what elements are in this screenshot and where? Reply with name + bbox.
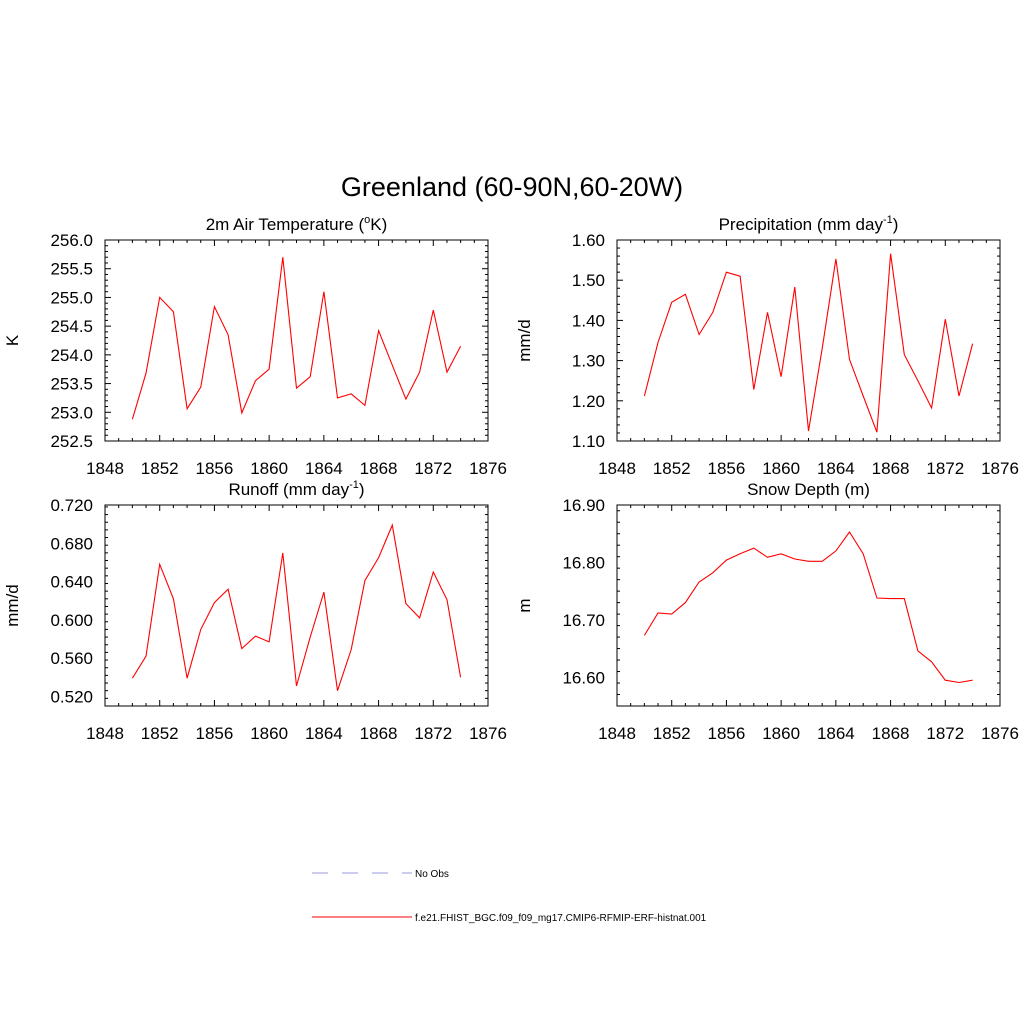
x-tick-label: 1852 [653,459,691,478]
y-tick-label: 16.70 [562,611,605,630]
y-axis-label: m [515,598,534,612]
y-tick-label: 0.600 [50,611,93,630]
x-tick-label: 1848 [598,459,636,478]
panel-title: Runoff (mm day-1) [228,479,364,499]
x-tick-label: 1856 [708,459,746,478]
panel-title: Precipitation (mm day-1) [719,214,899,234]
y-tick-label: 0.640 [50,573,93,592]
y-tick-label: 0.680 [50,534,93,553]
series-line [643,253,974,433]
x-tick-label: 1860 [250,459,288,478]
x-tick-label: 1876 [981,459,1019,478]
y-axis-label: K [3,334,22,346]
y-tick-label: 16.80 [562,553,605,572]
x-tick-label: 1848 [86,459,124,478]
x-tick-label: 1872 [414,724,452,743]
y-tick-label: 1.40 [572,311,605,330]
x-tick-label: 1860 [762,459,800,478]
x-tick-label: 1876 [469,724,507,743]
y-tick-label: 1.10 [572,432,605,451]
y-axis-label: mm/d [515,319,534,362]
y-tick-label: 16.60 [562,668,605,687]
x-tick-label: 1852 [653,724,691,743]
y-tick-label: 16.90 [562,496,605,515]
panel-4: 1848 1852 1856 1860 1864 1868 1872 1876 16.60 16.… [515,480,1019,743]
series-line [131,257,462,420]
y-tick-label: 0.520 [50,687,93,706]
y-tick-label: 1.60 [572,231,605,250]
x-tick-label: 1856 [196,724,234,743]
x-tick-label: 1876 [981,724,1019,743]
y-axis-label: mm/d [3,584,22,627]
y-tick-label: 253.0 [50,403,93,422]
x-tick-label: 1868 [360,459,398,478]
y-tick-label: 255.5 [50,260,93,279]
x-tick-label: 1852 [141,459,179,478]
x-tick-label: 1864 [305,724,343,743]
panel-title: Snow Depth (m) [747,480,870,499]
y-tick-label: 1.30 [572,352,605,371]
y-tick-label: 1.20 [572,392,605,411]
y-tick-label: 252.5 [50,432,93,451]
series-line [643,531,973,684]
legend-obs-label: No Obs [415,869,449,880]
x-tick-label: 1872 [926,459,964,478]
plot-frame [104,504,489,707]
x-tick-label: 1860 [762,724,800,743]
y-tick-label: 0.720 [50,496,93,515]
panel-3: 1848 1852 1856 1860 1864 1868 1872 1876 0.520 0.5… [3,479,507,743]
x-tick-label: 1868 [360,724,398,743]
x-tick-label: 1860 [250,724,288,743]
x-tick-label: 1864 [817,459,855,478]
y-tick-label: 1.50 [572,271,605,290]
figure-title: Greenland (60-90N,60-20W) [341,172,683,202]
x-tick-label: 1864 [305,459,343,478]
y-tick-label: 253.5 [50,375,93,394]
x-tick-label: 1868 [872,459,910,478]
panel-title: 2m Air Temperature (oK) [206,214,388,234]
series-line [131,523,462,691]
plot-frame [104,239,489,442]
legend: No Obs f.e21.FHIST_BGC.f09_f09_mg17.CMIP… [312,869,707,924]
x-tick-label: 1868 [872,724,910,743]
x-tick-label: 1852 [141,724,179,743]
x-tick-label: 1872 [926,724,964,743]
x-tick-label: 1856 [708,724,746,743]
y-tick-label: 254.5 [50,317,93,336]
x-tick-label: 1856 [196,459,234,478]
y-tick-label: 256.0 [50,231,93,250]
panel-2: 1848 1852 1856 1860 1864 1868 1872 1876 1.10 1.20… [515,214,1019,478]
x-tick-label: 1848 [598,724,636,743]
y-tick-label: 255.0 [50,288,93,307]
panel-1: 1848 1852 1856 1860 1864 1868 1872 1876 252.5 253… [3,214,507,478]
panels: 1848 1852 1856 1860 1864 1868 1872 1876 252.5 253… [3,214,1019,743]
y-tick-label: 254.0 [50,346,93,365]
y-tick-label: 0.560 [50,649,93,668]
x-tick-label: 1848 [86,724,124,743]
x-tick-label: 1872 [414,459,452,478]
x-tick-label: 1876 [469,459,507,478]
legend-model-label: f.e21.FHIST_BGC.f09_f09_mg17.CMIP6-RFMIP… [415,913,707,924]
x-tick-label: 1864 [817,724,855,743]
